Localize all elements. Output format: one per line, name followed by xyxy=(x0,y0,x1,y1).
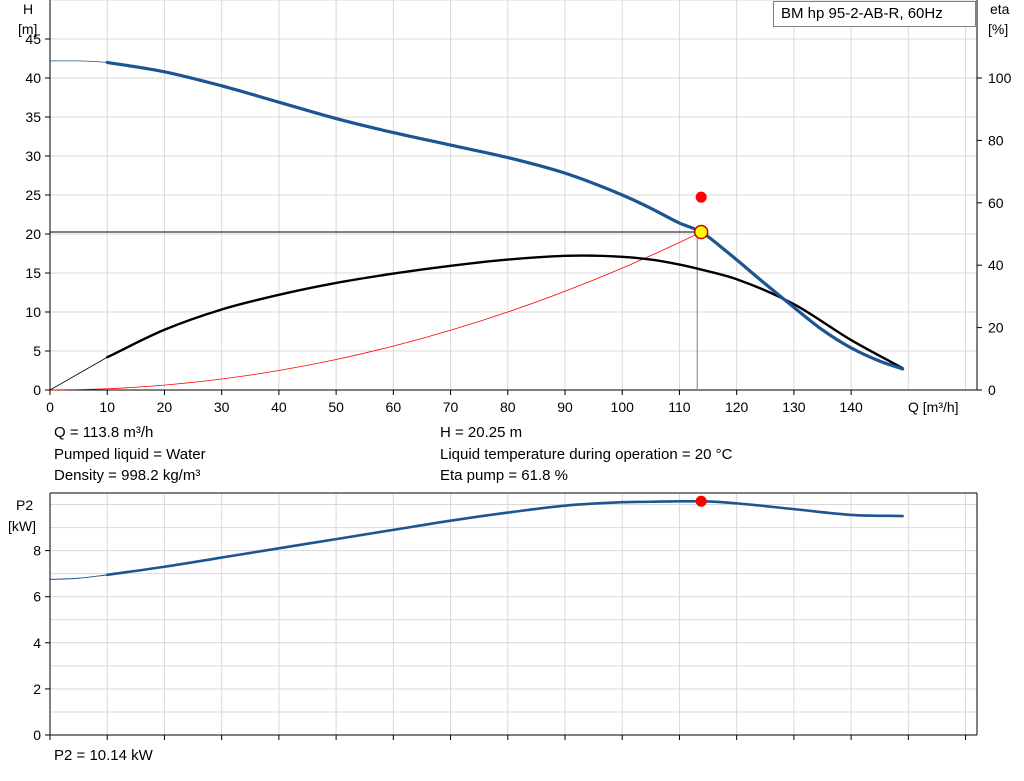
x-tick-label: 140 xyxy=(839,399,863,415)
x-tick-label: 90 xyxy=(557,399,573,415)
y-tick-label: 15 xyxy=(25,265,41,281)
y-tick-label: 10 xyxy=(25,304,41,320)
y2-tick-label: 100 xyxy=(988,70,1012,86)
x-tick-label: 120 xyxy=(725,399,749,415)
head-curve xyxy=(105,60,905,371)
y-tick-label: 0 xyxy=(33,382,41,398)
info-flow: Q = 113.8 m³/h xyxy=(54,424,154,441)
info-density: Density = 998.2 kg/m³ xyxy=(54,467,201,484)
p2-y-tick-label: 8 xyxy=(33,543,41,559)
y-tick-label: 30 xyxy=(25,148,41,164)
p2-y-tick-label: 2 xyxy=(33,681,41,697)
y-axis-title: H xyxy=(23,1,33,17)
p2-operating-point-marker xyxy=(695,495,707,507)
y-tick-label: 25 xyxy=(25,187,41,203)
operating-point-marker xyxy=(693,224,709,240)
x-tick-label: 60 xyxy=(386,399,402,415)
y2-tick-label: 40 xyxy=(988,257,1004,273)
p2-y-tick-label: 6 xyxy=(33,589,41,605)
y-tick-label: 35 xyxy=(25,109,41,125)
y2-tick-label: 0 xyxy=(988,382,996,398)
y-tick-label: 40 xyxy=(25,70,41,86)
y2-axis-title: eta xyxy=(990,1,1010,17)
x-axis-title: Q [m³/h] xyxy=(908,399,959,415)
y2-tick-label: 20 xyxy=(988,320,1004,336)
info-eta: Eta pump = 61.8 % xyxy=(440,467,568,484)
y2-axis-unit: [%] xyxy=(988,21,1008,37)
x-tick-label: 10 xyxy=(99,399,115,415)
eta-operating-point-marker xyxy=(695,191,707,203)
y-tick-label: 45 xyxy=(25,31,41,47)
top-chart-series xyxy=(49,60,905,391)
y2-tick-label: 60 xyxy=(988,195,1004,211)
x-tick-label: 30 xyxy=(214,399,230,415)
x-tick-label: 0 xyxy=(46,399,54,415)
bottom-chart-grid xyxy=(45,492,978,740)
info-liquid: Pumped liquid = Water xyxy=(54,446,206,463)
info-temperature: Liquid temperature during operation = 20… xyxy=(440,446,733,463)
info-head: H = 20.25 m xyxy=(440,424,523,441)
p2-curve-extrapolated xyxy=(49,574,108,580)
x-tick-label: 40 xyxy=(271,399,287,415)
system-curve xyxy=(49,231,702,391)
eta-curve xyxy=(106,254,904,370)
bottom-chart-series xyxy=(49,495,904,580)
chart-labels: 0 10 20 30 40 50 60 70 80 90 100 110 120 130 140051015… xyxy=(8,1,1012,743)
bottom-plot-area xyxy=(50,493,977,735)
x-tick-label: 110 xyxy=(668,399,691,415)
eta-curve-extrapolated xyxy=(49,356,108,391)
x-tick-label: 130 xyxy=(782,399,806,415)
x-tick-label: 50 xyxy=(328,399,344,415)
head-curve-extrapolated xyxy=(50,60,108,63)
x-tick-label: 70 xyxy=(443,399,459,415)
top-chart-grid xyxy=(45,0,982,395)
x-tick-label: 100 xyxy=(611,399,635,415)
p2-axis-title: P2 xyxy=(16,497,33,513)
p2-y-tick-label: 4 xyxy=(33,635,41,651)
x-tick-label: 20 xyxy=(157,399,173,415)
y-tick-label: 5 xyxy=(33,343,41,359)
p2-axis-unit: [kW] xyxy=(8,518,36,534)
p2-curve xyxy=(105,499,904,577)
legend-series-label: BM hp 95-2-AB-R, 60Hz xyxy=(773,1,976,27)
info-power: P2 = 10.14 kW xyxy=(54,747,153,764)
x-tick-label: 80 xyxy=(500,399,516,415)
y2-tick-label: 80 xyxy=(988,132,1004,148)
y-tick-label: 20 xyxy=(25,226,41,242)
p2-y-tick-label: 0 xyxy=(33,727,41,743)
y-axis-unit: [m] xyxy=(18,21,37,37)
